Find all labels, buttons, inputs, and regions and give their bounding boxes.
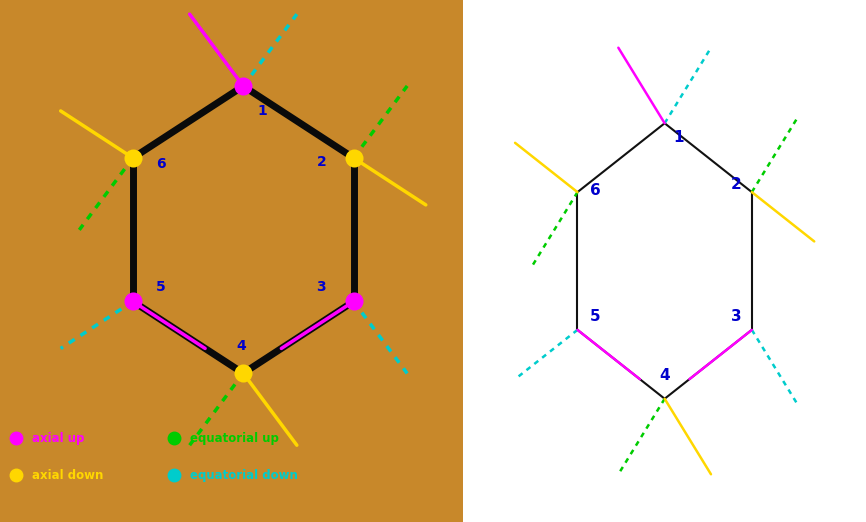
Text: 2: 2	[731, 177, 741, 192]
Text: 5: 5	[156, 280, 165, 294]
Text: 4: 4	[236, 339, 246, 353]
Text: 6: 6	[591, 183, 601, 198]
Text: 1: 1	[673, 130, 683, 145]
Text: 3: 3	[316, 280, 326, 294]
Text: axial down: axial down	[32, 469, 104, 481]
Text: 5: 5	[591, 309, 601, 324]
Text: 3: 3	[731, 309, 741, 324]
Text: 2: 2	[316, 155, 326, 169]
Text: equatorial up: equatorial up	[190, 432, 279, 445]
Text: 6: 6	[156, 157, 165, 171]
Text: equatorial down: equatorial down	[190, 469, 298, 481]
Text: axial up: axial up	[32, 432, 85, 445]
Text: 4: 4	[659, 368, 670, 383]
Text: 1: 1	[257, 104, 267, 118]
